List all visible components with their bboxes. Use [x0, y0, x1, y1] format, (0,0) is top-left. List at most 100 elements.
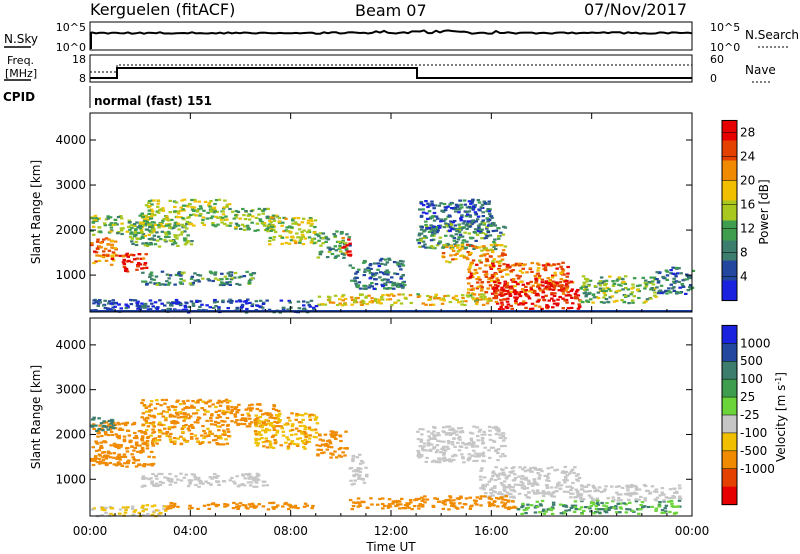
velocity-cell [570, 504, 575, 507]
power-cell [144, 253, 148, 256]
power-cell [136, 231, 141, 234]
power-cell [401, 260, 405, 263]
power-cell [631, 283, 635, 286]
velocity-cell [416, 438, 421, 441]
velocity-cell [207, 507, 211, 510]
velocity-cell [140, 401, 144, 405]
velocity-cell [467, 453, 472, 456]
power-cell [564, 289, 568, 292]
velocity-cell [151, 421, 156, 424]
power-cell [464, 215, 469, 218]
power-cell [493, 294, 498, 297]
velocity-cell [193, 421, 198, 424]
power-cell [552, 302, 557, 305]
power-cell [530, 307, 535, 310]
velocity-cell [452, 458, 456, 462]
power-cell [113, 222, 118, 225]
velocity-cell [206, 410, 210, 413]
velocity-cell [403, 507, 408, 510]
velocity-cell [462, 461, 466, 464]
velocity-cell [490, 487, 494, 490]
power-cell [297, 228, 302, 231]
power-cell [605, 286, 610, 290]
velocity-cell [259, 433, 263, 437]
velocity-cell [604, 505, 609, 508]
velocity-cell [170, 480, 174, 483]
power-cell [565, 275, 569, 278]
velocity-cell [107, 423, 111, 426]
velocity-cell [117, 453, 121, 457]
velocity-cell [623, 493, 628, 496]
velocity-cell [321, 439, 325, 442]
velocity-cell [563, 465, 567, 469]
power-cell [492, 222, 496, 225]
power-cell [277, 220, 281, 223]
power-cell [471, 205, 476, 208]
power-cell [645, 298, 650, 301]
velocity-cell [316, 454, 320, 457]
velocity-cell [339, 446, 343, 450]
power-cell [149, 217, 154, 220]
velocity-cell [599, 490, 604, 494]
power-cell [362, 287, 366, 290]
velocity-cell [584, 485, 589, 488]
power-cell [373, 299, 378, 303]
velocity-cell [158, 483, 163, 486]
velocity-colorbar-segment [722, 361, 737, 380]
power-cell [491, 266, 495, 269]
velocity-cell [204, 480, 208, 483]
velocity-cell [524, 476, 528, 479]
power-cell [470, 201, 474, 204]
velocity-cell [460, 506, 465, 509]
velocity-cell [152, 414, 156, 417]
velocity-cell [675, 491, 679, 495]
power-cell [165, 273, 170, 276]
power-cell [452, 239, 457, 242]
power-cell [512, 291, 517, 294]
velocity-cell [520, 486, 525, 489]
power-cell [174, 201, 179, 204]
velocity-cell [167, 428, 172, 431]
power-cell [462, 199, 467, 202]
velocity-cell [261, 429, 265, 432]
power-cell [536, 285, 540, 288]
velocity-cell [274, 409, 278, 412]
velocity-cell [421, 428, 425, 431]
power-cell [566, 272, 570, 275]
power-cell [602, 280, 606, 283]
velocity-cell [169, 432, 173, 435]
power-cell [166, 307, 170, 310]
velocity-cell [520, 512, 524, 515]
power-cell [475, 300, 479, 303]
power-cell [180, 272, 185, 275]
power-cell [150, 215, 154, 218]
velocity-cell [586, 506, 590, 509]
power-cell [513, 280, 518, 284]
velocity-cell [470, 504, 474, 507]
velocity-cell [149, 400, 154, 403]
velocity-cell [118, 463, 123, 466]
velocity-cell [483, 433, 487, 436]
velocity-cell [186, 399, 190, 402]
power-cell [358, 293, 363, 296]
power-cell [501, 288, 505, 291]
power-cell [153, 243, 158, 246]
velocity-cell [170, 420, 174, 423]
power-cell [486, 249, 490, 252]
power-cell [157, 245, 162, 248]
power-cell [189, 213, 193, 217]
power-cell [465, 240, 469, 243]
power-cell [500, 301, 504, 304]
velocity-cell [632, 484, 636, 487]
power-cell [312, 307, 316, 311]
power-cell [334, 255, 338, 258]
power-cell [403, 283, 407, 287]
power-cell [665, 274, 670, 277]
velocity-cell [226, 423, 230, 427]
velocity-cell [536, 472, 540, 475]
velocity-cell [588, 507, 592, 510]
power-cell [478, 293, 482, 296]
power-cell [106, 307, 110, 310]
velocity-cell [98, 460, 103, 463]
velocity-cell [339, 455, 344, 458]
